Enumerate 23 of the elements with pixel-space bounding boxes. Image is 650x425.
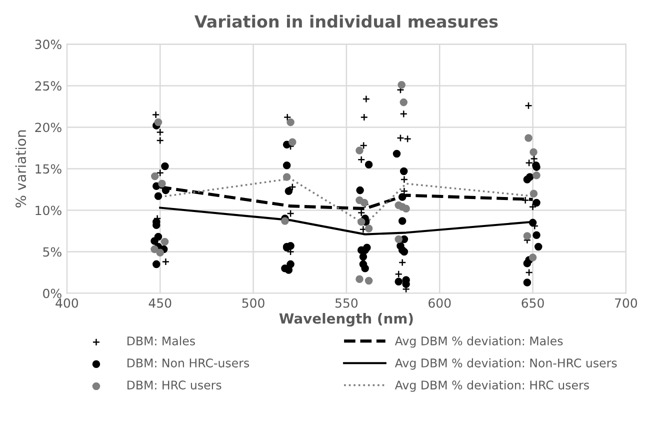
- y-tick-label: 30%: [35, 40, 62, 50]
- legend-label: Avg DBM % deviation: Non-HRC users: [394, 358, 617, 370]
- x-tick-label: 700: [615, 298, 638, 308]
- legend-label: DBM: Non HRC-users: [127, 358, 250, 368]
- x-axis-title: Wavelength (nm): [279, 312, 413, 327]
- x-tick-label: 400: [56, 298, 78, 308]
- chart-title: Variation in individual measures: [194, 14, 498, 28]
- y-tick-label: 20%: [35, 122, 62, 132]
- legend-label: Avg DBM % deviation: HRC users: [394, 380, 589, 392]
- x-tick-label: 550: [335, 298, 358, 308]
- x-tick-label: 450: [148, 298, 172, 308]
- y-tick-label: 0%: [43, 288, 62, 298]
- legend-label: Avg DBM % deviation: Males: [394, 336, 563, 348]
- x-tick-label: 600: [428, 298, 451, 308]
- x-tick-label: 650: [522, 298, 544, 308]
- y-tick-label: 5%: [43, 247, 62, 257]
- y-axis-title: % variation: [15, 130, 26, 208]
- x-tick-label: 500: [242, 298, 264, 308]
- y-tick-label: 15%: [36, 164, 62, 174]
- legend-label: DBM: Males: [127, 336, 195, 346]
- legend-label: DBM: HRC users: [127, 380, 222, 390]
- y-tick-label: 25%: [35, 81, 62, 91]
- y-tick-label: 10%: [36, 206, 62, 216]
